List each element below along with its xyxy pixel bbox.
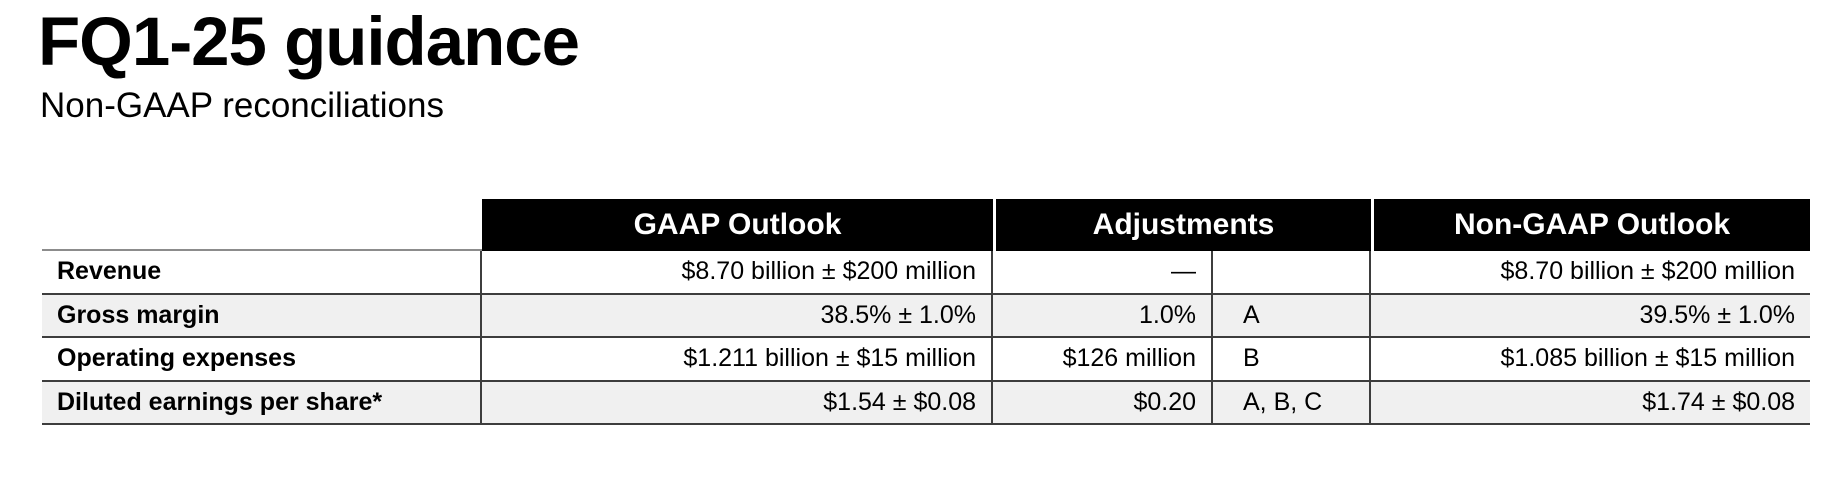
gaap-value: $1.211 billion ± $15 million xyxy=(482,338,993,382)
header-non-gaap-outlook: Non-GAAP Outlook xyxy=(1371,199,1810,251)
page-title: FQ1-25 guidance xyxy=(38,3,580,80)
adjustment-value: — xyxy=(993,251,1213,295)
adjustment-note: B xyxy=(1213,338,1371,382)
gaap-value: 38.5% ± 1.0% xyxy=(482,294,993,338)
non-gaap-value: $1.74 ± $0.08 xyxy=(1371,381,1810,425)
header-gaap-outlook: GAAP Outlook xyxy=(482,199,993,251)
row-label-diluted-eps: Diluted earnings per share* xyxy=(42,381,482,425)
page-subtitle: Non-GAAP reconciliations xyxy=(40,86,444,125)
non-gaap-value: $1.085 billion ± $15 million xyxy=(1371,338,1810,382)
row-label-operating-expenses: Operating expenses xyxy=(42,338,482,382)
header-adjustments: Adjustments xyxy=(993,199,1371,251)
header-row-label-spacer xyxy=(42,199,482,251)
guidance-table: GAAP Outlook Adjustments Non-GAAP Outloo… xyxy=(42,199,1810,425)
non-gaap-value: $8.70 billion ± $200 million xyxy=(1371,251,1810,295)
adjustment-value: $126 million xyxy=(993,338,1213,382)
adjustment-note: A, B, C xyxy=(1213,381,1371,425)
gaap-value: $1.54 ± $0.08 xyxy=(482,381,993,425)
non-gaap-value: 39.5% ± 1.0% xyxy=(1371,294,1810,338)
adjustment-note: A xyxy=(1213,294,1371,338)
row-label-revenue: Revenue xyxy=(42,251,482,295)
row-label-gross-margin: Gross margin xyxy=(42,294,482,338)
adjustment-value: 1.0% xyxy=(993,294,1213,338)
gaap-value: $8.70 billion ± $200 million xyxy=(482,251,993,295)
adjustment-value: $0.20 xyxy=(993,381,1213,425)
adjustment-note xyxy=(1213,251,1371,295)
